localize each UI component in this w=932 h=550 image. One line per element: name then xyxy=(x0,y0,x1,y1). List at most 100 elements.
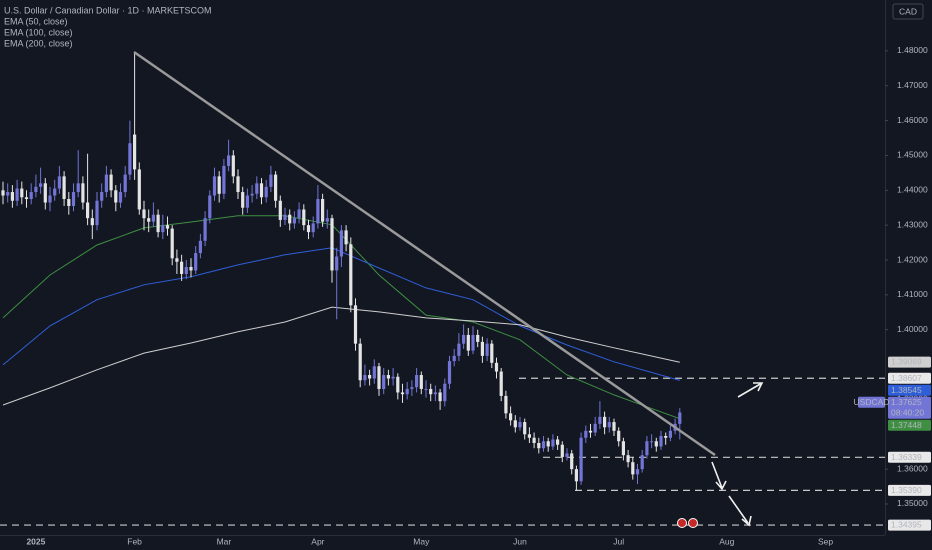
candle-body xyxy=(415,375,419,388)
candle-body xyxy=(518,422,522,428)
legend-entry: EMA (50, close) xyxy=(4,16,68,26)
candle-body xyxy=(659,436,663,447)
candle-body xyxy=(457,343,461,356)
candle-body xyxy=(635,469,640,475)
candle-body xyxy=(231,155,235,177)
candle-body xyxy=(170,228,174,259)
event-icons xyxy=(677,518,698,528)
price-label: 1.39069 xyxy=(891,357,922,367)
candle-body xyxy=(316,199,320,224)
candle-body xyxy=(189,266,193,271)
candle-body xyxy=(527,434,531,438)
candle-body xyxy=(664,436,668,438)
x-tick-label: Jun xyxy=(513,536,527,546)
candle-body xyxy=(443,383,447,402)
candle-body xyxy=(302,209,306,226)
candle-body xyxy=(203,218,207,241)
candle-body xyxy=(546,441,550,447)
candle-body xyxy=(678,412,682,424)
y-tick-label: 1.45000 xyxy=(897,150,928,160)
candle-body xyxy=(297,209,301,219)
candle-body xyxy=(396,376,400,393)
y-tick-label: 1.48000 xyxy=(897,45,928,55)
price-label: 1.36339 xyxy=(891,452,922,462)
candle-body xyxy=(537,442,541,449)
candle-body xyxy=(142,209,146,219)
candle-body xyxy=(560,444,564,457)
countdown: 08:40:20 xyxy=(891,408,924,418)
price-label: 1.38607 xyxy=(891,373,922,383)
chart-title: U.S. Dollar / Canadian Dollar · 1D · MAR… xyxy=(4,5,212,15)
candle-body xyxy=(574,469,578,482)
y-tick-label: 1.47000 xyxy=(897,80,928,90)
symbol-label: USDCAD xyxy=(854,397,890,407)
candle-body xyxy=(245,195,249,208)
price-label: 1.37625 xyxy=(891,397,922,407)
candle-body xyxy=(480,341,484,356)
price-label-box xyxy=(888,484,931,496)
candle-body xyxy=(386,375,390,379)
candle-body xyxy=(565,453,569,457)
candle-body xyxy=(339,230,343,257)
event-icon xyxy=(677,518,687,528)
candle-body xyxy=(438,392,442,402)
price-label: 1.38545 xyxy=(891,385,922,395)
candle-body xyxy=(288,214,292,224)
candle-body xyxy=(208,195,212,219)
ema-line xyxy=(2,306,680,406)
candle-body xyxy=(95,200,99,226)
candle-body xyxy=(349,244,353,306)
candle-body xyxy=(668,430,672,438)
candle-body xyxy=(640,455,644,470)
candle-body xyxy=(588,430,593,433)
candle-body xyxy=(34,186,38,193)
candle-body xyxy=(556,439,560,445)
candle-body xyxy=(62,176,66,200)
y-tick-label: 1.36000 xyxy=(897,463,928,473)
y-tick-label: 1.35000 xyxy=(897,498,928,508)
candle-body xyxy=(621,441,625,456)
legend-entry: EMA (100, close) xyxy=(4,27,73,37)
candle-body xyxy=(626,455,630,463)
candle-body xyxy=(184,266,188,274)
candle-body xyxy=(20,188,24,198)
candle-body xyxy=(311,223,315,233)
candle-body xyxy=(165,225,170,229)
price-label: 1.35390 xyxy=(891,485,922,495)
currency-label[interactable]: CAD xyxy=(899,6,917,16)
candle-body xyxy=(81,183,85,203)
candle-body xyxy=(499,371,503,396)
candle-body xyxy=(419,375,423,389)
candle-body xyxy=(264,186,268,198)
candle-body xyxy=(67,199,71,206)
x-tick-label: May xyxy=(413,536,430,546)
price-label-box xyxy=(888,356,931,368)
candle-body xyxy=(128,143,132,175)
candle-body xyxy=(462,334,466,344)
candle-body xyxy=(227,155,231,166)
candle-body xyxy=(617,430,621,442)
currency-button[interactable] xyxy=(892,3,924,20)
candle-body xyxy=(598,416,602,424)
candle-body xyxy=(161,225,165,233)
x-tick-label: Feb xyxy=(127,536,142,546)
candle-body xyxy=(504,395,508,414)
candle-body xyxy=(15,188,19,201)
candle-body xyxy=(523,422,527,435)
x-tick-label: 2025 xyxy=(26,536,45,546)
candle-body xyxy=(39,183,43,187)
candle-body xyxy=(363,375,367,381)
candle-body xyxy=(368,375,372,379)
y-tick-label: 1.46000 xyxy=(897,115,928,125)
down-arrow xyxy=(711,461,727,491)
candle-body xyxy=(133,134,137,170)
candle-body xyxy=(175,258,179,262)
candle-body xyxy=(43,183,47,203)
candle-body xyxy=(198,240,202,254)
candle-body xyxy=(353,305,358,344)
candle-body xyxy=(654,441,658,447)
candle-body xyxy=(278,200,282,220)
candle-body xyxy=(452,355,456,362)
candle-body xyxy=(612,422,616,431)
